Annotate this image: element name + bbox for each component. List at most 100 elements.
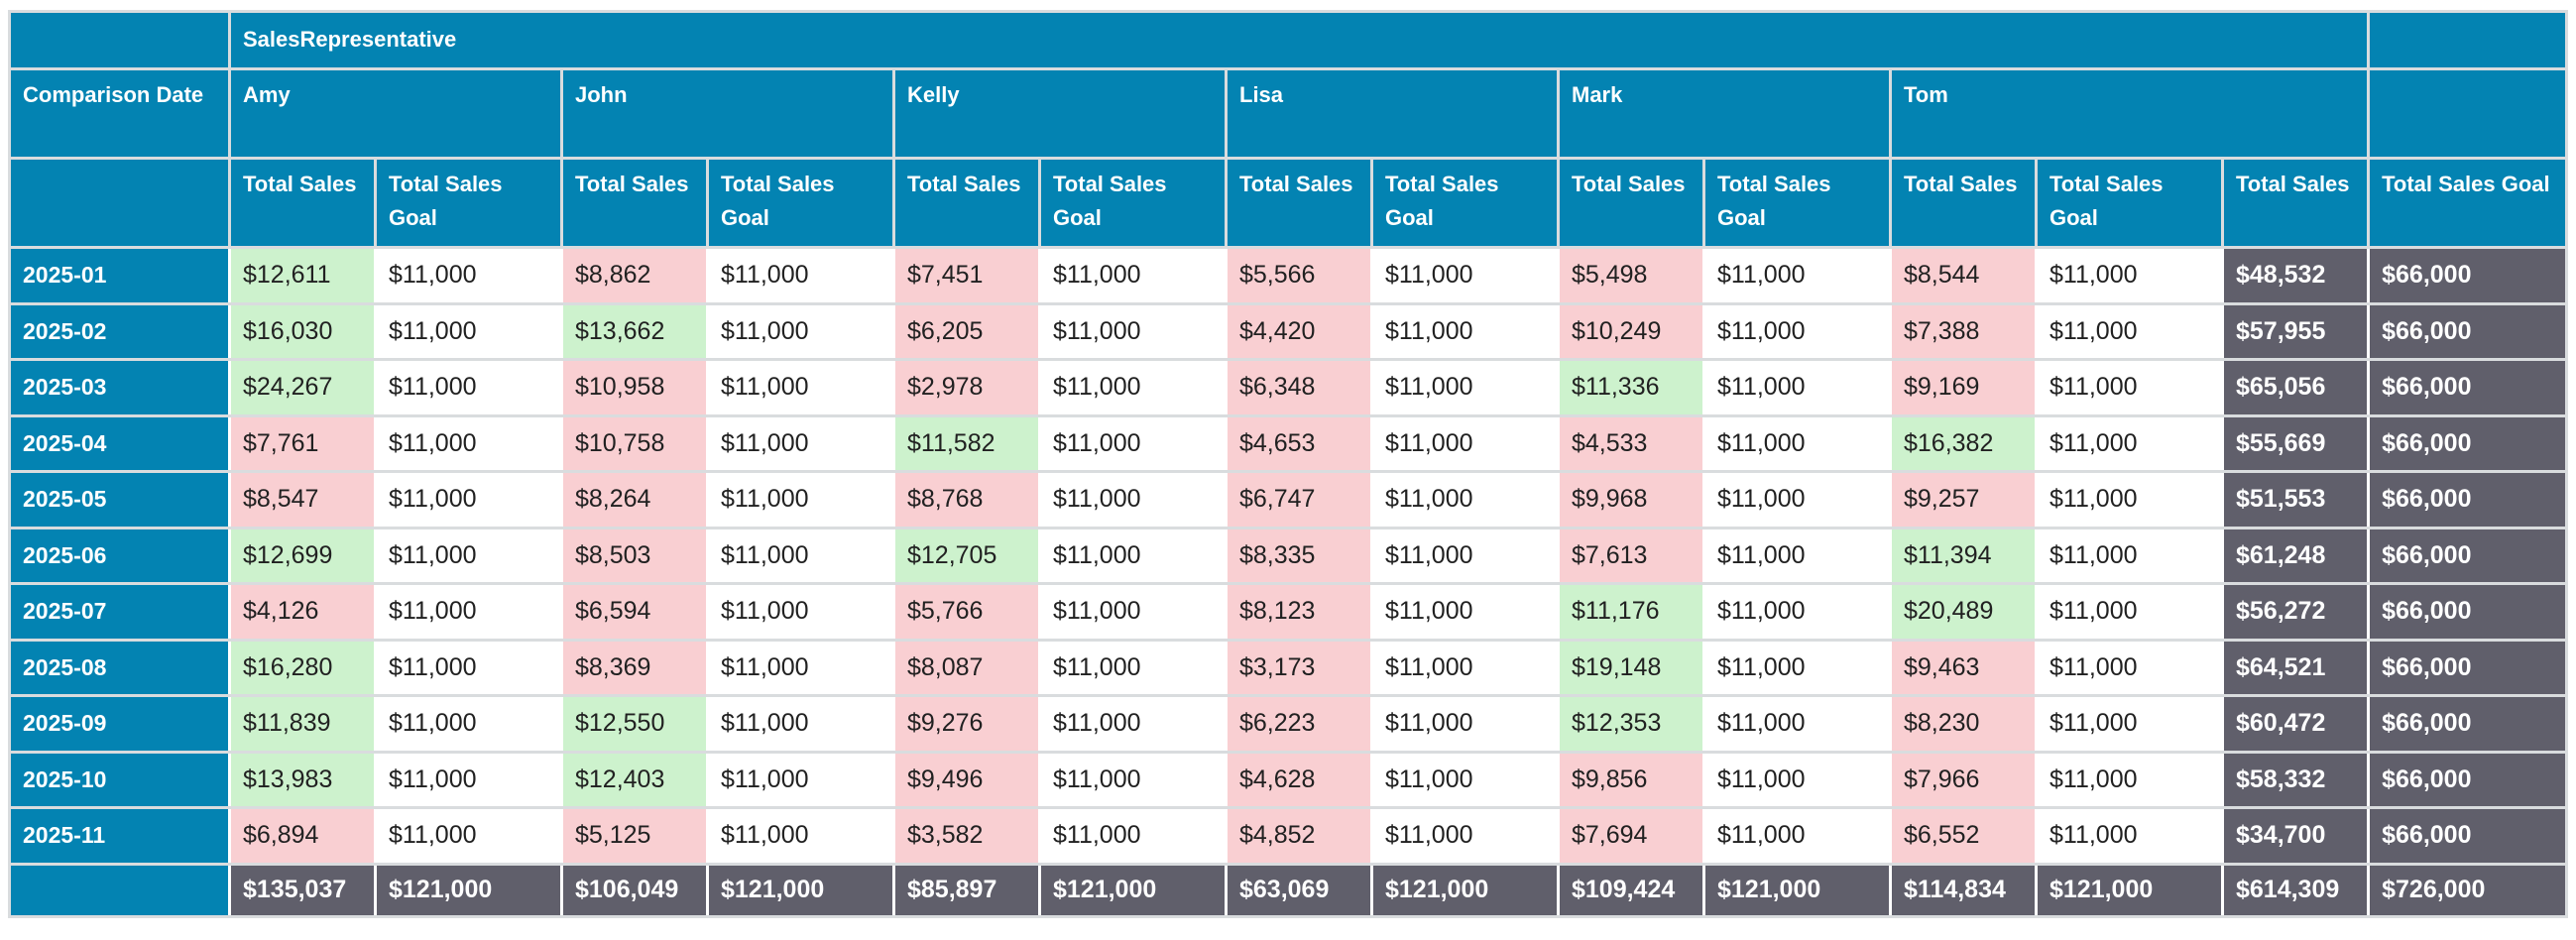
measure-goal-header-kelly[interactable]: Total Sales Goal bbox=[1038, 157, 1228, 249]
sales-cell-john[interactable]: $5,125 bbox=[560, 806, 709, 866]
sales-cell-amy[interactable]: $4,126 bbox=[228, 582, 377, 642]
sales-cell-lisa[interactable]: $8,123 bbox=[1225, 582, 1373, 642]
row-total-goal-cell[interactable]: $66,000 bbox=[2367, 526, 2569, 585]
goal-cell-john[interactable]: $11,000 bbox=[706, 694, 895, 754]
goal-cell-lisa[interactable]: $11,000 bbox=[1370, 470, 1560, 529]
sales-cell-tom[interactable]: $11,394 bbox=[1889, 526, 2038, 585]
sales-cell-mark[interactable]: $7,613 bbox=[1557, 526, 1705, 585]
sales-cell-lisa[interactable]: $4,420 bbox=[1225, 301, 1373, 361]
goal-cell-kelly[interactable]: $11,000 bbox=[1038, 694, 1228, 754]
sales-cell-john[interactable]: $8,369 bbox=[560, 638, 709, 697]
goal-cell-amy[interactable]: $11,000 bbox=[374, 638, 563, 697]
sales-cell-mark[interactable]: $11,176 bbox=[1557, 582, 1705, 642]
measure-goal-header-mark[interactable]: Total Sales Goal bbox=[1702, 157, 1892, 249]
goal-cell-mark[interactable]: $11,000 bbox=[1702, 526, 1892, 585]
sales-cell-mark[interactable]: $19,148 bbox=[1557, 638, 1705, 697]
month-label[interactable]: 2025-04 bbox=[8, 413, 231, 473]
goal-cell-lisa[interactable]: $11,000 bbox=[1370, 750, 1560, 809]
goal-cell-amy[interactable]: $11,000 bbox=[374, 526, 563, 585]
goal-cell-kelly[interactable]: $11,000 bbox=[1038, 526, 1228, 585]
goal-cell-lisa[interactable]: $11,000 bbox=[1370, 301, 1560, 361]
goal-cell-tom[interactable]: $11,000 bbox=[2035, 358, 2224, 417]
measure-sales-header-john[interactable]: Total Sales bbox=[560, 157, 709, 249]
sales-cell-kelly[interactable]: $12,705 bbox=[892, 526, 1041, 585]
row-total-sales-cell[interactable]: $57,955 bbox=[2220, 301, 2371, 361]
row-total-sales-cell[interactable]: $64,521 bbox=[2220, 638, 2371, 697]
goal-cell-john[interactable]: $11,000 bbox=[706, 582, 895, 642]
row-total-goal-cell[interactable]: $66,000 bbox=[2367, 582, 2569, 642]
goal-cell-tom[interactable]: $11,000 bbox=[2035, 246, 2224, 305]
sales-cell-tom[interactable]: $8,544 bbox=[1889, 246, 2038, 305]
sales-cell-amy[interactable]: $12,611 bbox=[228, 246, 377, 305]
footer-goal-total-john[interactable]: $121,000 bbox=[706, 862, 895, 918]
sales-cell-mark[interactable]: $7,694 bbox=[1557, 806, 1705, 866]
goal-cell-amy[interactable]: $11,000 bbox=[374, 582, 563, 642]
measure-goal-header-john[interactable]: Total Sales Goal bbox=[706, 157, 895, 249]
footer-goal-total-kelly[interactable]: $121,000 bbox=[1038, 862, 1228, 918]
sales-cell-amy[interactable]: $13,983 bbox=[228, 750, 377, 809]
goal-cell-mark[interactable]: $11,000 bbox=[1702, 694, 1892, 754]
footer-sales-total-amy[interactable]: $135,037 bbox=[228, 862, 377, 918]
goal-cell-kelly[interactable]: $11,000 bbox=[1038, 470, 1228, 529]
row-total-sales-cell[interactable]: $56,272 bbox=[2220, 582, 2371, 642]
sales-cell-amy[interactable]: $7,761 bbox=[228, 413, 377, 473]
footer-goal-total-lisa[interactable]: $121,000 bbox=[1370, 862, 1560, 918]
goal-cell-tom[interactable]: $11,000 bbox=[2035, 750, 2224, 809]
goal-cell-john[interactable]: $11,000 bbox=[706, 526, 895, 585]
goal-cell-mark[interactable]: $11,000 bbox=[1702, 301, 1892, 361]
goal-cell-tom[interactable]: $11,000 bbox=[2035, 582, 2224, 642]
goal-cell-john[interactable]: $11,000 bbox=[706, 750, 895, 809]
goal-cell-john[interactable]: $11,000 bbox=[706, 358, 895, 417]
sales-cell-tom[interactable]: $16,382 bbox=[1889, 413, 2038, 473]
sales-cell-john[interactable]: $10,758 bbox=[560, 413, 709, 473]
grand-goal-total-cell[interactable]: $726,000 bbox=[2367, 862, 2569, 918]
goal-cell-kelly[interactable]: $11,000 bbox=[1038, 246, 1228, 305]
rep-header-amy[interactable]: Amy bbox=[228, 67, 563, 160]
goal-cell-mark[interactable]: $11,000 bbox=[1702, 470, 1892, 529]
goal-cell-kelly[interactable]: $11,000 bbox=[1038, 413, 1228, 473]
sales-cell-kelly[interactable]: $3,582 bbox=[892, 806, 1041, 866]
row-total-sales-cell[interactable]: $55,669 bbox=[2220, 413, 2371, 473]
sales-cell-kelly[interactable]: $11,582 bbox=[892, 413, 1041, 473]
goal-cell-john[interactable]: $11,000 bbox=[706, 413, 895, 473]
goal-cell-john[interactable]: $11,000 bbox=[706, 638, 895, 697]
goal-cell-amy[interactable]: $11,000 bbox=[374, 694, 563, 754]
sales-cell-john[interactable]: $12,550 bbox=[560, 694, 709, 754]
sales-cell-lisa[interactable]: $8,335 bbox=[1225, 526, 1373, 585]
goal-cell-kelly[interactable]: $11,000 bbox=[1038, 750, 1228, 809]
goal-cell-amy[interactable]: $11,000 bbox=[374, 806, 563, 866]
goal-cell-mark[interactable]: $11,000 bbox=[1702, 358, 1892, 417]
goal-cell-lisa[interactable]: $11,000 bbox=[1370, 413, 1560, 473]
row-total-sales-cell[interactable]: $51,553 bbox=[2220, 470, 2371, 529]
goal-cell-lisa[interactable]: $11,000 bbox=[1370, 806, 1560, 866]
sales-cell-john[interactable]: $8,264 bbox=[560, 470, 709, 529]
row-total-sales-cell[interactable]: $61,248 bbox=[2220, 526, 2371, 585]
goal-cell-lisa[interactable]: $11,000 bbox=[1370, 246, 1560, 305]
sales-cell-lisa[interactable]: $6,223 bbox=[1225, 694, 1373, 754]
row-total-goal-cell[interactable]: $66,000 bbox=[2367, 694, 2569, 754]
month-label[interactable]: 2025-01 bbox=[8, 246, 231, 305]
goal-cell-tom[interactable]: $11,000 bbox=[2035, 526, 2224, 585]
row-field-label[interactable]: Comparison Date bbox=[8, 67, 231, 160]
sales-cell-lisa[interactable]: $5,566 bbox=[1225, 246, 1373, 305]
sales-cell-john[interactable]: $12,403 bbox=[560, 750, 709, 809]
row-total-goal-cell[interactable]: $66,000 bbox=[2367, 358, 2569, 417]
footer-sales-total-tom[interactable]: $114,834 bbox=[1889, 862, 2038, 918]
sales-cell-tom[interactable]: $7,388 bbox=[1889, 301, 2038, 361]
goal-cell-amy[interactable]: $11,000 bbox=[374, 246, 563, 305]
row-total-goal-cell[interactable]: $66,000 bbox=[2367, 470, 2569, 529]
sales-cell-tom[interactable]: $9,169 bbox=[1889, 358, 2038, 417]
goal-cell-tom[interactable]: $11,000 bbox=[2035, 301, 2224, 361]
row-total-goal-cell[interactable]: $66,000 bbox=[2367, 301, 2569, 361]
measure-sales-header-lisa[interactable]: Total Sales bbox=[1225, 157, 1373, 249]
sales-cell-john[interactable]: $6,594 bbox=[560, 582, 709, 642]
sales-cell-john[interactable]: $8,862 bbox=[560, 246, 709, 305]
goal-cell-amy[interactable]: $11,000 bbox=[374, 358, 563, 417]
goal-cell-john[interactable]: $11,000 bbox=[706, 246, 895, 305]
rep-header-mark[interactable]: Mark bbox=[1557, 67, 1892, 160]
sales-cell-amy[interactable]: $24,267 bbox=[228, 358, 377, 417]
sales-cell-john[interactable]: $8,503 bbox=[560, 526, 709, 585]
goal-cell-mark[interactable]: $11,000 bbox=[1702, 750, 1892, 809]
goal-cell-kelly[interactable]: $11,000 bbox=[1038, 301, 1228, 361]
measure-goal-header-lisa[interactable]: Total Sales Goal bbox=[1370, 157, 1560, 249]
